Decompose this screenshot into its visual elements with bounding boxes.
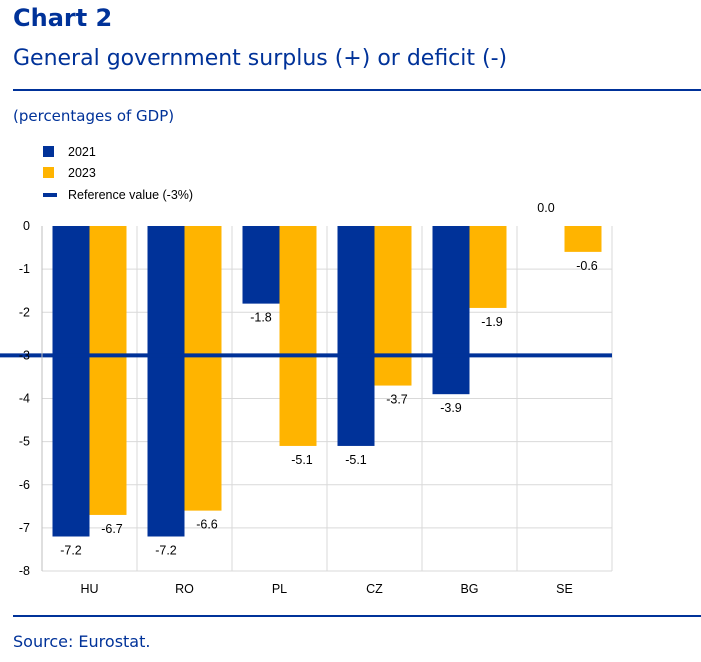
- data-label-2021-SE: 0.0: [537, 201, 554, 215]
- bar-2023-HU: [89, 226, 127, 515]
- y-tick-label: 0: [23, 219, 30, 233]
- bar-2021-RO: [147, 226, 185, 537]
- source-note: Source: Eurostat.: [13, 632, 151, 651]
- legend-swatch-reference: [43, 193, 57, 197]
- bar-2023-RO: [184, 226, 222, 511]
- y-tick-label: -2: [19, 305, 30, 319]
- chart-title: General government surplus (+) or defici…: [13, 46, 508, 71]
- x-tick-label-BG: BG: [460, 582, 478, 596]
- y-tick-label: -6: [19, 478, 30, 492]
- data-label-2023-SE: -0.6: [576, 259, 598, 273]
- data-label-2021-RO: -7.2: [155, 544, 177, 558]
- bar-2021-CZ: [337, 226, 375, 446]
- bar-2023-SE: [564, 226, 602, 252]
- x-tick-label-RO: RO: [175, 582, 194, 596]
- top-rule: [13, 89, 701, 91]
- legend-swatch-2023: [43, 167, 54, 178]
- y-tick-label: -8: [19, 564, 30, 578]
- data-label-2023-PL: -5.1: [291, 453, 313, 467]
- legend: 2021 2023 Reference value (-3%): [43, 145, 193, 202]
- bottom-rule: [13, 615, 701, 617]
- legend-label-2023: 2023: [68, 166, 96, 180]
- unit-label: (percentages of GDP): [13, 107, 175, 125]
- legend-label-2021: 2021: [68, 145, 96, 159]
- legend-label-reference: Reference value (-3%): [68, 188, 193, 202]
- bar-2021-HU: [52, 226, 90, 537]
- bar-2021-PL: [242, 226, 280, 304]
- bars: [52, 226, 602, 537]
- data-labels: -7.2 -6.7 -7.2 -6.6 -1.8 -5.1 -5.1 -3.7 -3.9 -1.9…: [60, 201, 598, 558]
- data-label-2021-HU: -7.2: [60, 544, 82, 558]
- bar-2023-BG: [469, 226, 507, 308]
- chart-number: Chart 2: [13, 4, 113, 32]
- x-tick-label-SE: SE: [556, 582, 573, 596]
- x-tick-label-HU: HU: [80, 582, 98, 596]
- data-label-2021-PL: -1.8: [250, 311, 272, 325]
- y-tick-label: -5: [19, 435, 30, 449]
- bar-2023-PL: [279, 226, 317, 446]
- y-tick-label: -7: [19, 521, 30, 535]
- legend-swatch-2021: [43, 146, 54, 157]
- x-tick-label-PL: PL: [272, 582, 287, 596]
- y-tick-label: -4: [19, 392, 30, 406]
- data-label-2023-CZ: -3.7: [386, 393, 408, 407]
- y-tick-label: -1: [19, 262, 30, 276]
- bar-2023-CZ: [374, 226, 412, 386]
- data-label-2023-HU: -6.7: [101, 522, 123, 536]
- grid: [42, 226, 613, 572]
- axes: 0 -1 -2 -3 -4 -5 -6 -7 -8 HU RO PL CZ BG SE: [19, 219, 573, 596]
- data-label-2023-BG: -1.9: [481, 315, 503, 329]
- data-label-2021-CZ: -5.1: [345, 453, 367, 467]
- y-tick-label: -3: [19, 348, 30, 362]
- data-label-2023-RO: -6.6: [196, 518, 218, 532]
- data-label-2021-BG: -3.9: [440, 401, 462, 415]
- chart-plot: 2021 2023 Reference value (-3%) -7.2 -6.7…: [0, 145, 613, 596]
- bar-2021-BG: [432, 226, 470, 395]
- x-tick-label-CZ: CZ: [366, 582, 383, 596]
